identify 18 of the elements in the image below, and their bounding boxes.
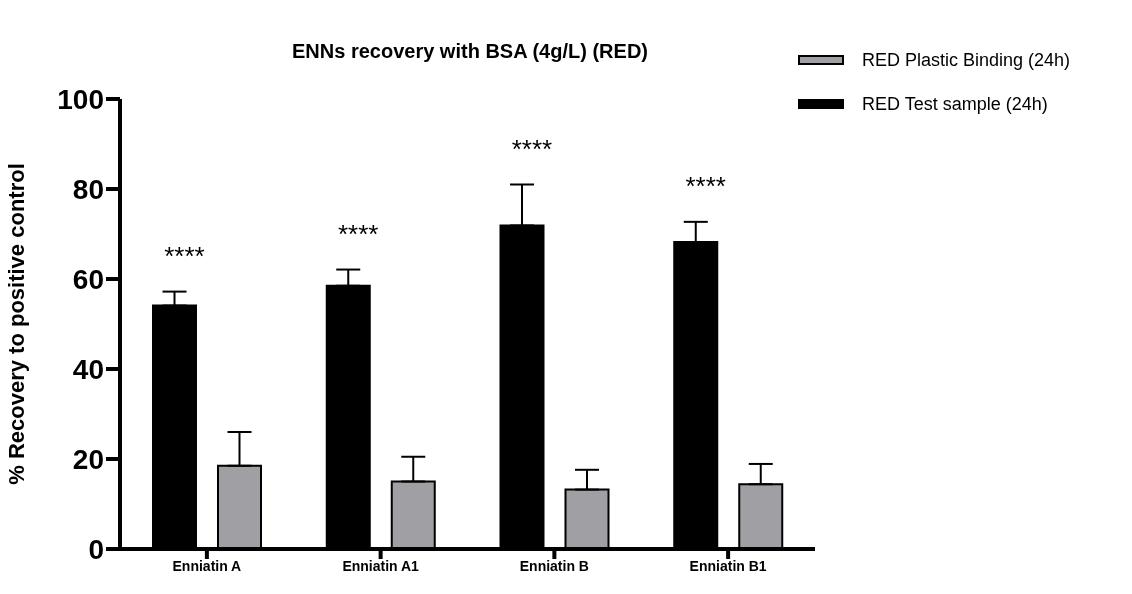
x-tick-label: Enniatin A xyxy=(172,557,242,574)
x-tick-label: Enniatin B xyxy=(519,557,589,574)
y-axis-title: % Recovery to positive control xyxy=(3,163,29,485)
y-tick-label: 20 xyxy=(72,443,104,475)
y-tick-label: 0 xyxy=(88,533,104,565)
y-tick-label: 100 xyxy=(57,83,104,115)
annotation: **** xyxy=(511,133,553,164)
legend-label: RED Plastic Binding (24h) xyxy=(862,49,1071,71)
x-tick-label: Enniatin B1 xyxy=(689,557,767,574)
legend-label: RED Test sample (24h) xyxy=(862,93,1048,115)
chart-title: ENNs recovery with BSA (4g/L) (RED) xyxy=(291,40,649,63)
annotation: **** xyxy=(338,218,379,249)
annotation: **** xyxy=(685,170,726,201)
y-tick-label: 40 xyxy=(72,353,104,385)
y-tick-label: 80 xyxy=(72,173,104,205)
annotation: **** xyxy=(164,240,205,271)
x-tick-label: Enniatin A1 xyxy=(342,557,420,574)
y-tick-label: 60 xyxy=(72,263,104,295)
